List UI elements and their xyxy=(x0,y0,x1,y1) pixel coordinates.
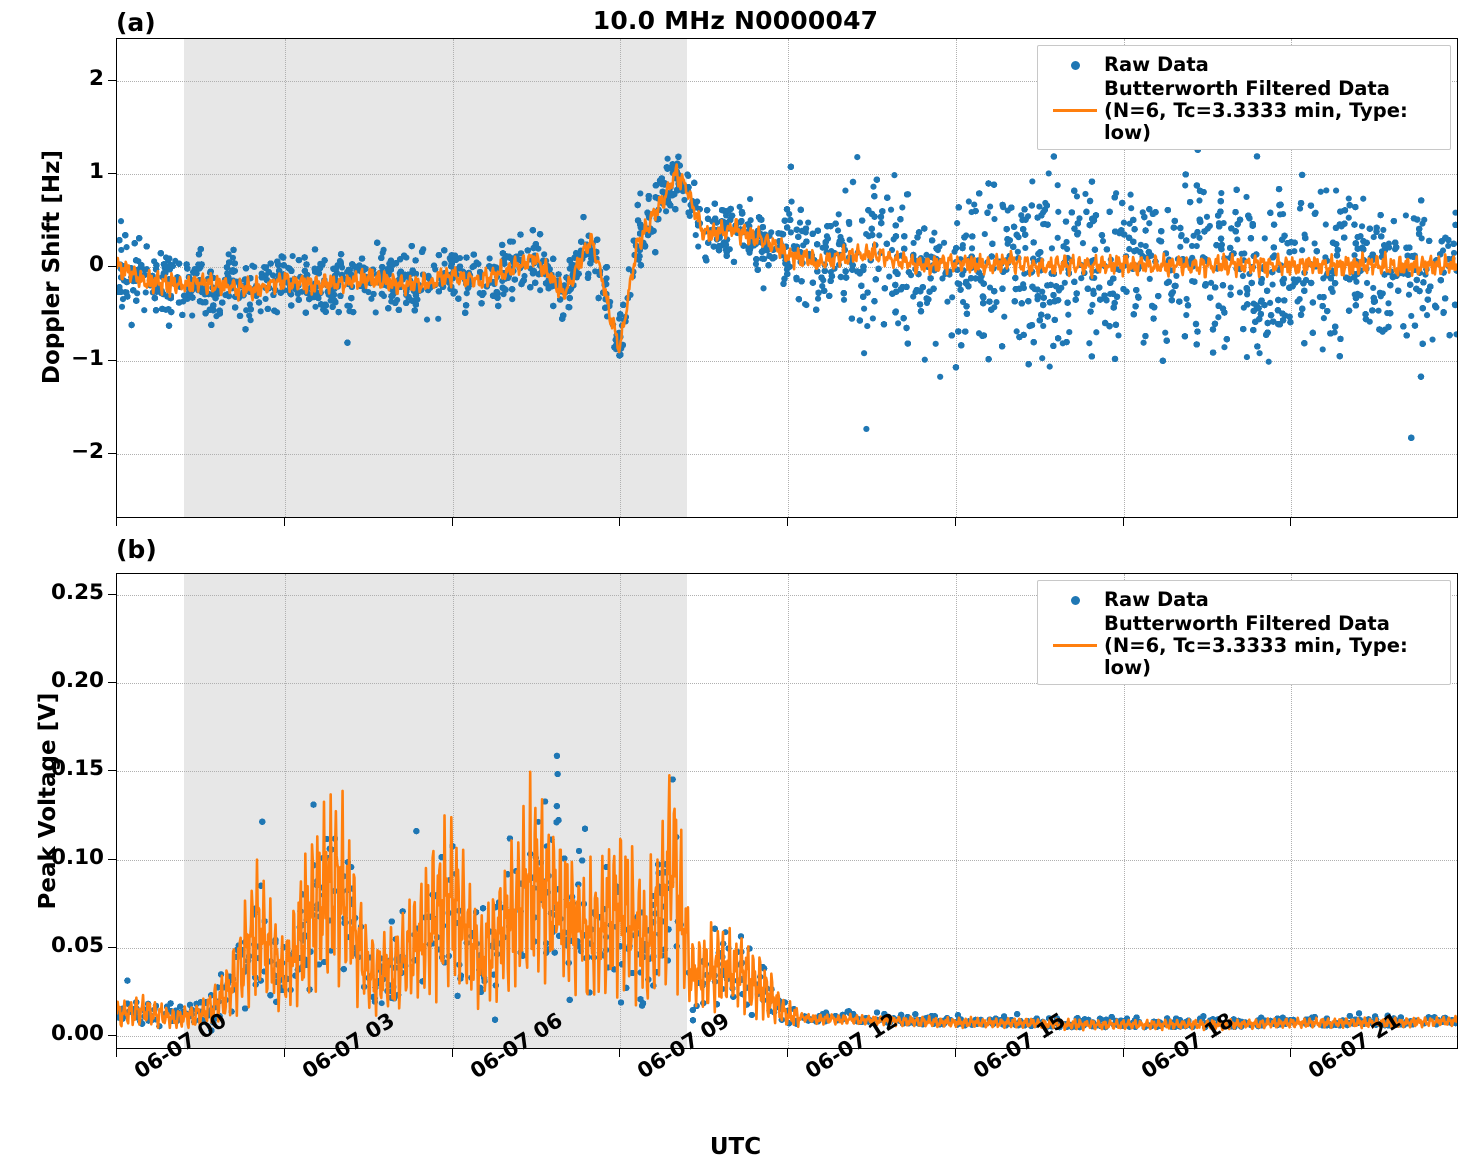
panel-a-legend[interactable]: Raw Data Butterworth Filtered Data (N=6,… xyxy=(1037,45,1451,151)
gridline-vertical xyxy=(1123,574,1125,1048)
panel-a-canvas xyxy=(117,39,1457,517)
y-axis-tick-mark xyxy=(108,359,116,361)
y-axis-tick-mark xyxy=(108,858,116,860)
gridline-horizontal xyxy=(117,771,1457,773)
x-axis-tick-mark xyxy=(283,518,285,526)
gridline-horizontal xyxy=(117,859,1457,861)
gridline-horizontal xyxy=(117,174,1457,176)
legend-label-raw-data: Raw Data xyxy=(1104,54,1209,76)
x-axis-tick-mark xyxy=(283,1049,285,1057)
x-axis-tick-mark xyxy=(116,1049,117,1057)
x-axis-tick-mark xyxy=(1122,1049,1124,1057)
legend-entry-raw-data: Raw Data xyxy=(1046,587,1440,613)
x-axis-tick-mark xyxy=(787,518,788,526)
x-axis-tick-mark xyxy=(451,1049,453,1057)
line-marker-icon xyxy=(1046,644,1104,648)
panel-a-plot-area[interactable]: Raw Data Butterworth Filtered Data (N=6,… xyxy=(116,38,1458,518)
gridline-vertical xyxy=(955,574,957,1048)
x-axis-tick-label: 06-07 12 xyxy=(801,1008,902,1083)
y-axis-tick-mark xyxy=(108,682,116,684)
x-axis-tick-mark xyxy=(1122,518,1124,526)
x-axis-tick-mark xyxy=(116,518,117,526)
scatter-marker-icon xyxy=(1046,60,1104,70)
gridline-horizontal xyxy=(117,453,1457,455)
x-axis-tick-label: 06-07 06 xyxy=(466,1008,567,1083)
gridline-vertical xyxy=(955,39,957,517)
panel-b-series xyxy=(117,752,1457,1034)
x-axis-tick-label: 06-07 18 xyxy=(1137,1008,1238,1083)
gridline-vertical xyxy=(788,574,789,1048)
line-marker-icon xyxy=(1046,109,1104,113)
y-axis-tick-mark xyxy=(108,594,116,596)
legend-label-filtered-data: Butterworth Filtered Data (N=6, Tc=3.333… xyxy=(1104,77,1440,143)
x-axis-tick-mark xyxy=(954,518,956,526)
gridline-horizontal xyxy=(117,80,1457,82)
gridline-vertical xyxy=(452,574,454,1048)
x-axis-tick-mark xyxy=(1290,518,1292,526)
legend-entry-raw-data: Raw Data xyxy=(1046,52,1440,78)
y-axis-tick-label: 0.20 xyxy=(0,668,104,693)
y-axis-tick-mark xyxy=(108,946,116,948)
gridline-horizontal xyxy=(117,1035,1457,1037)
x-axis-tick-mark xyxy=(787,1049,788,1057)
panel-b-plot-area[interactable]: Raw Data Butterworth Filtered Data (N=6,… xyxy=(116,573,1458,1049)
legend-label-filtered-data: Butterworth Filtered Data (N=6, Tc=3.333… xyxy=(1104,612,1440,678)
x-axis-tick-mark xyxy=(954,1049,956,1057)
y-axis-tick-label: 0.05 xyxy=(0,933,104,958)
y-axis-tick-mark xyxy=(108,79,116,81)
y-axis-tick-label: 0.10 xyxy=(0,845,104,870)
y-axis-tick-label: 0.00 xyxy=(0,1021,104,1046)
x-axis-tick-label: 06-07 03 xyxy=(298,1008,399,1083)
gridline-vertical xyxy=(284,574,286,1048)
gridline-horizontal xyxy=(117,683,1457,685)
scatter-marker-icon xyxy=(1046,595,1104,605)
x-axis-tick-mark xyxy=(1290,1049,1292,1057)
gridline-vertical xyxy=(620,574,622,1048)
y-axis-tick-mark xyxy=(108,266,116,268)
x-axis-tick-mark xyxy=(619,518,621,526)
x-axis-title: UTC xyxy=(0,1134,1471,1160)
panel-a-tag: (a) xyxy=(116,8,156,37)
gridline-vertical xyxy=(620,39,622,517)
panel-b-tag: (b) xyxy=(116,535,157,564)
y-axis-tick-label: −2 xyxy=(0,439,104,464)
panel-b-canvas xyxy=(117,574,1457,1048)
gridline-horizontal xyxy=(117,947,1457,949)
panel-b-legend[interactable]: Raw Data Butterworth Filtered Data (N=6,… xyxy=(1037,580,1451,686)
x-axis-tick-label: 06-07 09 xyxy=(633,1008,734,1083)
x-axis-tick-mark xyxy=(451,518,453,526)
y-axis-tick-label: 0.15 xyxy=(0,756,104,781)
x-axis-tick-mark xyxy=(619,1049,621,1057)
y-axis-tick-label: 2 xyxy=(0,66,104,91)
y-axis-tick-mark xyxy=(108,1034,116,1036)
y-axis-tick-label: 0.25 xyxy=(0,580,104,605)
y-axis-tick-label: 0 xyxy=(0,252,104,277)
panel-a-series xyxy=(117,146,1457,441)
gridline-vertical xyxy=(1123,39,1125,517)
y-axis-tick-mark xyxy=(108,173,116,175)
figure-title: 10.0 MHz N0000047 xyxy=(0,6,1471,35)
gridline-vertical xyxy=(788,39,789,517)
x-axis-tick-label: 06-07 00 xyxy=(130,1008,231,1083)
x-axis-tick-label: 06-07 15 xyxy=(969,1008,1070,1083)
y-axis-tick-label: 1 xyxy=(0,159,104,184)
x-axis-tick-label: 06-07 21 xyxy=(1304,1008,1405,1083)
legend-label-raw-data: Raw Data xyxy=(1104,589,1209,611)
legend-entry-filtered-data: Butterworth Filtered Data (N=6, Tc=3.333… xyxy=(1046,77,1440,143)
y-axis-tick-label: −1 xyxy=(0,346,104,371)
gridline-horizontal xyxy=(117,360,1457,362)
y-axis-tick-mark xyxy=(108,452,116,454)
gridline-vertical xyxy=(1291,574,1293,1048)
legend-entry-filtered-data: Butterworth Filtered Data (N=6, Tc=3.333… xyxy=(1046,612,1440,678)
y-axis-tick-mark xyxy=(108,770,116,772)
gridline-horizontal xyxy=(117,595,1457,597)
